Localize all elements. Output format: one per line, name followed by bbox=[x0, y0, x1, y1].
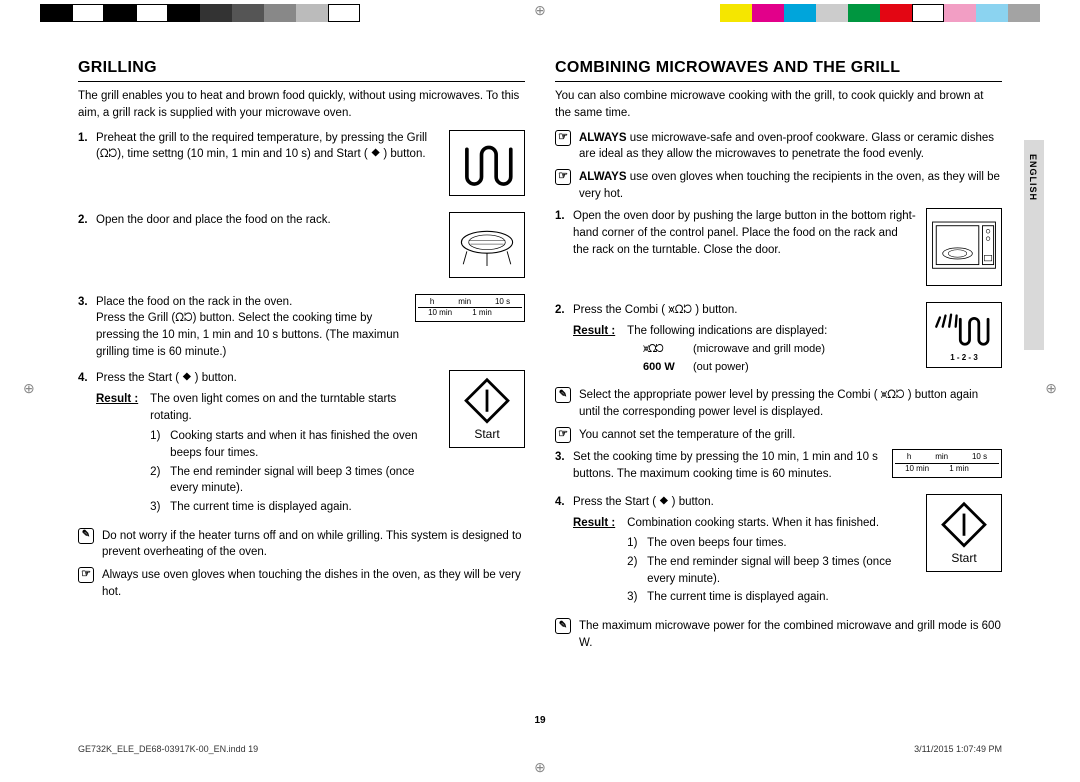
caution-icon bbox=[78, 567, 94, 583]
grilling-step-3: hmin10 s 10 min1 min Place the food on t… bbox=[78, 294, 525, 361]
grilling-result: Result : The oven light comes on and the… bbox=[96, 391, 439, 518]
grilling-steps: Preheat the grill to the required temper… bbox=[78, 130, 525, 518]
registration-mark-icon: ⊕ bbox=[1045, 380, 1057, 397]
step-text: Place the food on the rack in the oven. … bbox=[96, 296, 399, 358]
sub-item: The end reminder signal will beep 3 time… bbox=[627, 554, 916, 587]
note-text: ALWAYS use oven gloves when touching the… bbox=[579, 169, 1002, 202]
mode-indicator-power: 600 W(out power) bbox=[643, 360, 916, 376]
combining-note-temp: You cannot set the temperature of the gr… bbox=[555, 427, 1002, 444]
combining-step-2: 1 - 2 - 3 Press the Combi ( ⩙ᘯᘰ ) button… bbox=[555, 302, 1002, 377]
footer-filename: GE732K_ELE_DE68-03917K-00_EN.indd 19 bbox=[78, 744, 258, 754]
note-text: Do not worry if the heater turns off and… bbox=[102, 528, 525, 561]
start-label: Start bbox=[450, 426, 524, 443]
start-button-figure: Start bbox=[449, 370, 525, 448]
grilling-step-2: Open the door and place the food on the … bbox=[78, 212, 525, 284]
grill-symbol-figure bbox=[449, 130, 525, 196]
combining-result-1: Result : The following indications are d… bbox=[573, 323, 916, 340]
step-text: Open the door and place the food on the … bbox=[96, 214, 331, 226]
section-grilling: GRILLING The grill enables you to heat a… bbox=[78, 56, 525, 736]
result-label: Result : bbox=[573, 323, 615, 340]
grilling-result-sublist: Cooking starts and when it has finished … bbox=[150, 428, 439, 515]
language-label: ENGLISH bbox=[1028, 154, 1038, 201]
sub-item: The oven beeps four times. bbox=[627, 535, 916, 552]
step-text: Set the cooking time by pressing the 10 … bbox=[573, 451, 878, 480]
result-text: Combination cooking starts. When it has … bbox=[627, 515, 916, 532]
combining-always-gloves: ALWAYS use oven gloves when touching the… bbox=[555, 169, 1002, 202]
combining-step-3: hmin10 s 10 min1 min Set the cooking tim… bbox=[555, 449, 1002, 484]
sub-item: Cooking starts and when it has finished … bbox=[150, 428, 439, 461]
result-label: Result : bbox=[573, 515, 615, 608]
step-text: Press the Combi ( ⩙ᘯᘰ ) button. bbox=[573, 304, 737, 316]
microwave-figure bbox=[926, 208, 1002, 286]
time-buttons-figure: hmin10 s 10 min1 min bbox=[892, 449, 1002, 478]
step-text: Press the Start ( ⯁ ) button. bbox=[573, 496, 714, 508]
grilling-intro: The grill enables you to heat and brown … bbox=[78, 88, 525, 121]
time-buttons-figure: hmin10 s 10 min1 min bbox=[415, 294, 525, 323]
page-content: GRILLING The grill enables you to heat a… bbox=[78, 56, 1002, 736]
sub-item: The end reminder signal will beep 3 time… bbox=[150, 464, 439, 497]
grilling-step-1: Preheat the grill to the required temper… bbox=[78, 130, 525, 202]
note-text: ALWAYS use microwave-safe and oven-proof… bbox=[579, 130, 1002, 163]
note-text: The maximum microwave power for the comb… bbox=[579, 618, 1002, 651]
combining-steps-cont: hmin10 s 10 min1 min Set the cooking tim… bbox=[555, 449, 1002, 608]
grilling-step-4: Start Press the Start ( ⯁ ) button. Resu… bbox=[78, 370, 525, 517]
footer-timestamp: 3/11/2015 1:07:49 PM bbox=[914, 744, 1002, 754]
combi-symbol-figure: 1 - 2 - 3 bbox=[926, 302, 1002, 368]
mode-indicator-combi: ⩙ᘯᘰ(microwave and grill mode) bbox=[643, 342, 916, 358]
section-combining: COMBINING MICROWAVES AND THE GRILL You c… bbox=[555, 56, 1002, 736]
grilling-note-gloves: Always use oven gloves when touching the… bbox=[78, 567, 525, 600]
registration-mark-icon: ⊕ bbox=[534, 2, 546, 19]
grill-rack-figure bbox=[449, 212, 525, 278]
start-label: Start bbox=[927, 550, 1001, 567]
step-text: Preheat the grill to the required temper… bbox=[96, 132, 427, 161]
caution-icon bbox=[555, 427, 571, 443]
combining-steps: Open the oven door by pushing the large … bbox=[555, 208, 1002, 377]
combining-note-powerlevel: Select the appropriate power level by pr… bbox=[555, 387, 1002, 420]
combining-step-4: Start Press the Start ( ⯁ ) button. Resu… bbox=[555, 494, 1002, 608]
caution-icon bbox=[555, 130, 571, 146]
step-text: Press the Start ( ⯁ ) button. bbox=[96, 372, 237, 384]
result-text: The following indications are displayed: bbox=[627, 323, 827, 340]
heading-grilling: GRILLING bbox=[78, 56, 525, 82]
combining-always-cookware: ALWAYS use microwave-safe and oven-proof… bbox=[555, 130, 1002, 163]
page-number: 19 bbox=[534, 715, 545, 726]
registration-mark-icon: ⊕ bbox=[534, 759, 546, 776]
note-text: You cannot set the temperature of the gr… bbox=[579, 427, 795, 444]
note-icon bbox=[555, 387, 571, 403]
combining-step-1: Open the oven door by pushing the large … bbox=[555, 208, 1002, 292]
combining-intro: You can also combine microwave cooking w… bbox=[555, 88, 1002, 121]
registration-mark-icon: ⊕ bbox=[23, 380, 35, 397]
sub-item: The current time is displayed again. bbox=[627, 589, 916, 606]
note-icon bbox=[555, 618, 571, 634]
note-text: Select the appropriate power level by pr… bbox=[579, 387, 1002, 420]
combining-note-maxpower: The maximum microwave power for the comb… bbox=[555, 618, 1002, 651]
note-text: Always use oven gloves when touching the… bbox=[102, 567, 525, 600]
note-icon bbox=[78, 528, 94, 544]
caution-icon bbox=[555, 169, 571, 185]
print-footer: GE732K_ELE_DE68-03917K-00_EN.indd 19 3/1… bbox=[78, 744, 1002, 754]
combining-result-2: Result : Combination cooking starts. Whe… bbox=[573, 515, 916, 608]
start-button-figure: Start bbox=[926, 494, 1002, 572]
result-text: The oven light comes on and the turntabl… bbox=[150, 391, 439, 424]
combi-caption: 1 - 2 - 3 bbox=[927, 352, 1001, 364]
grilling-note-heater: Do not worry if the heater turns off and… bbox=[78, 528, 525, 561]
heading-combining: COMBINING MICROWAVES AND THE GRILL bbox=[555, 56, 1002, 82]
combining-result-sublist: The oven beeps four times. The end remin… bbox=[627, 535, 916, 606]
step-text: Open the oven door by pushing the large … bbox=[573, 210, 916, 255]
result-label: Result : bbox=[96, 391, 138, 518]
sub-item: The current time is displayed again. bbox=[150, 499, 439, 516]
language-tab: ENGLISH bbox=[1024, 140, 1044, 350]
